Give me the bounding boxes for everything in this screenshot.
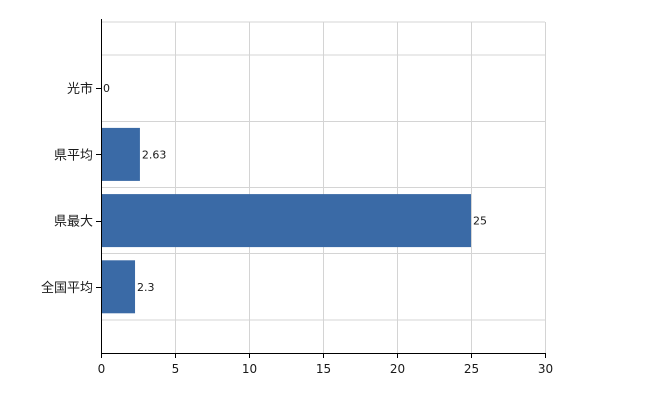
x-tick-label: 10: [242, 362, 257, 376]
bar: [101, 194, 471, 248]
bars-layer: [101, 127, 471, 314]
data-label: 2.3: [137, 281, 155, 294]
grid-layer: [101, 21, 546, 353]
data-label: 2.63: [142, 148, 167, 161]
bar: [101, 260, 136, 314]
category-label: 県最大: [54, 215, 93, 230]
bar: [101, 127, 140, 181]
category-label: 県平均: [54, 148, 93, 163]
x-tick-label: 25: [464, 362, 479, 376]
x-tick-label: 0: [98, 362, 106, 376]
x-tick-label: 30: [538, 362, 553, 376]
x-tick-label: 15: [316, 362, 331, 376]
labels-layer: 0 5 10 15 20 25 30 光市 0 県平均 2.63 県最大 25 全国平均 2.3: [41, 81, 553, 376]
x-tick-label: 20: [390, 362, 405, 376]
data-label: 25: [473, 215, 487, 228]
data-label: 0: [103, 82, 110, 95]
category-label: 光市: [67, 81, 93, 97]
x-tick-label: 5: [172, 362, 180, 376]
axes-layer: [96, 19, 546, 358]
category-label: 全国平均: [41, 280, 93, 296]
